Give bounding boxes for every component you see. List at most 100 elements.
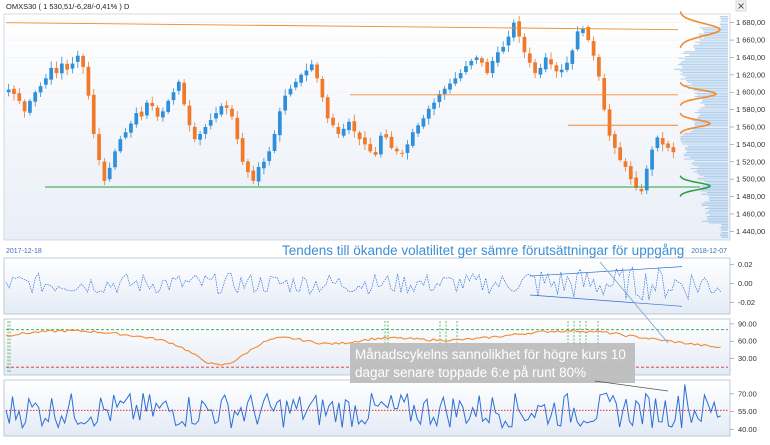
volume-profile-bar <box>687 81 728 83</box>
volume-profile-bar <box>708 198 728 200</box>
price-tick-label: 1 580,00 <box>736 105 765 114</box>
volume-profile-bar <box>687 128 728 130</box>
cycle-probability-line <box>5 329 721 366</box>
candle-body <box>496 52 500 63</box>
candle-body <box>336 126 341 134</box>
volume-profile-bar <box>700 113 728 115</box>
candle-body <box>44 78 48 85</box>
volume-profile-bar <box>697 179 728 181</box>
volume-profile-bar <box>686 150 728 152</box>
candle-body <box>506 36 511 46</box>
price-tick-label: 1 440,00 <box>736 227 765 236</box>
cycle-probability-axis: 90.00 60.00 30.00 <box>730 319 757 363</box>
candle-body <box>17 93 22 101</box>
volume-profile-bar <box>679 70 728 72</box>
axis-tick-label: 60.00 <box>738 337 757 346</box>
volume-profile-bar <box>705 208 728 210</box>
volume-profile-bar <box>721 224 728 226</box>
candle-body <box>22 101 27 112</box>
axis-tick-label: 0.00 <box>738 279 753 288</box>
volume-profile-bar <box>690 168 728 170</box>
volume-profile-bar <box>679 62 728 64</box>
candle-body <box>575 31 580 50</box>
volume-profile-bar <box>719 227 728 229</box>
price-tick-label: 1 600,00 <box>736 88 765 97</box>
candle-body <box>54 67 59 74</box>
volume-profile-bar <box>707 211 728 213</box>
price-tick-label: 1 540,00 <box>736 140 765 149</box>
candle-body <box>166 100 171 112</box>
candle-body <box>182 82 186 105</box>
candle-body <box>448 83 452 90</box>
candle-body <box>12 88 16 94</box>
candle-body <box>235 117 240 140</box>
volume-profile-bar <box>698 33 728 35</box>
candle-body <box>256 166 261 182</box>
axis-tick-label: 30.00 <box>738 354 757 363</box>
volume-profile-bar <box>704 104 728 106</box>
candle-body <box>224 105 229 108</box>
volume-profile-bar <box>685 56 728 58</box>
candle-body <box>655 137 660 149</box>
volume-profile-bar <box>681 65 728 67</box>
volume-profile-bar <box>694 92 728 94</box>
volume-profile-bar <box>699 43 728 45</box>
candle-body <box>421 118 426 127</box>
candle-body <box>113 151 117 168</box>
volume-profile-bar <box>707 217 728 219</box>
candle-body <box>432 102 436 109</box>
volume-profile-bar <box>685 147 728 149</box>
candle-body <box>485 61 490 74</box>
candle-body <box>129 123 133 133</box>
volume-profile-bar <box>685 76 728 78</box>
axis-tick-label: 40.00 <box>738 425 757 434</box>
volume-profile-bar <box>721 19 728 21</box>
candle-body <box>634 177 638 188</box>
candle-body <box>581 28 585 34</box>
candle-body <box>517 21 521 37</box>
volume-profile-bar <box>678 57 728 59</box>
candle-body <box>192 126 197 140</box>
close-icon[interactable] <box>735 0 747 12</box>
volume-profile-bar <box>694 160 728 162</box>
candle-body <box>65 63 70 70</box>
volume-profile-bar <box>709 196 728 198</box>
candle-body <box>394 148 399 152</box>
candle-body <box>379 135 383 155</box>
candle-body <box>102 161 107 181</box>
volume-profile-bar <box>693 171 728 173</box>
volume-profile-bar <box>686 80 728 82</box>
volume-profile-bar <box>682 75 728 77</box>
candle-body <box>527 53 532 63</box>
volume-profile-bar <box>709 200 728 202</box>
volume-profile-bar <box>695 121 728 123</box>
volume-profile-bar <box>674 68 728 70</box>
volume-profile-bar <box>720 20 728 22</box>
candle-body <box>134 113 139 125</box>
candle-body <box>453 78 458 84</box>
volume-profile-bar <box>679 73 728 75</box>
candle-body <box>437 93 442 103</box>
volume-profile-bar <box>694 48 728 50</box>
candle-body <box>139 111 144 117</box>
volume-profile-bar <box>701 193 728 195</box>
volume-profile-bar <box>705 212 728 214</box>
candle-body <box>262 161 266 169</box>
candle-body <box>549 59 553 65</box>
distribution-curves <box>679 11 722 197</box>
volume-profile-bar <box>703 176 728 178</box>
price-tick-label: 1 560,00 <box>736 123 765 132</box>
volatility-annotation: Tendens till ökande volatilitet ger sämr… <box>282 243 684 258</box>
volume-profile-bar <box>697 116 728 118</box>
candle-body <box>171 92 176 101</box>
volume-profile-bar <box>680 136 728 138</box>
candle-body <box>219 106 224 115</box>
volume-profile-bar <box>696 97 728 99</box>
candle-body <box>81 55 85 68</box>
volume-profile-bar <box>700 40 728 42</box>
volume-profile-bar <box>684 155 728 157</box>
candle-body <box>59 63 64 74</box>
candle-body <box>639 188 644 192</box>
volume-profile-bar <box>697 172 728 174</box>
